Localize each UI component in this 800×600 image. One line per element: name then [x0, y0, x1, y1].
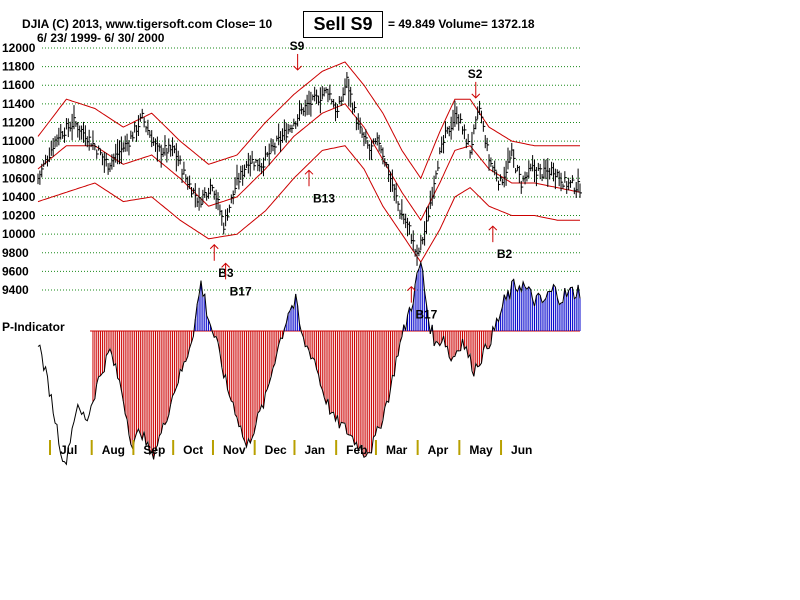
month-label: Sep	[143, 443, 165, 457]
y-tick-label: 11800	[2, 60, 35, 74]
y-tick-label: 11400	[2, 97, 35, 111]
sell-arrow-head	[293, 65, 302, 71]
p-indicator-histogram	[37, 260, 581, 466]
y-tick-label: 11600	[2, 78, 35, 92]
sell-arrow-head	[471, 93, 481, 99]
y-tick-label: 10400	[2, 190, 36, 204]
price-axis-ticks: 12000 11800 11600 11400 11200 11000 10800 10600…	[2, 41, 36, 297]
y-tick-label: 10000	[2, 227, 36, 241]
upper-band-line	[37, 61, 580, 180]
y-tick-label: 10800	[2, 153, 36, 167]
month-label: Mar	[386, 443, 408, 457]
y-tick-label: 9400	[2, 283, 29, 297]
buy-arrow-head	[304, 169, 314, 175]
signal-label: B17	[230, 284, 252, 298]
y-tick-label: 9800	[2, 246, 29, 260]
y-tick-label: 11200	[2, 115, 35, 129]
y-tick-label: 10200	[2, 209, 36, 223]
signal-label: B2	[497, 247, 513, 261]
y-tick-label: 12000	[2, 41, 36, 55]
price-bars	[37, 72, 582, 266]
y-tick-label: 10600	[2, 171, 36, 185]
month-label: Aug	[102, 443, 125, 457]
month-label: Dec	[265, 443, 287, 457]
signal-label: S9	[290, 39, 305, 53]
month-label: Feb	[346, 443, 367, 457]
indicator-line	[37, 260, 581, 466]
buy-arrow-head	[221, 262, 230, 268]
y-tick-label: 9600	[2, 264, 29, 278]
month-label: Jan	[304, 443, 325, 457]
buy-arrow-head	[209, 244, 219, 250]
month-label: Jun	[511, 443, 532, 457]
buy-arrow-head	[488, 225, 498, 231]
month-label: Jul	[60, 443, 77, 457]
y-tick-label: 11000	[2, 134, 35, 148]
signal-badge: Sell S9	[303, 11, 383, 38]
signal-label: B13	[313, 191, 335, 205]
month-label: May	[469, 443, 493, 457]
lower-band-line	[37, 145, 580, 264]
middle-band-line	[37, 103, 581, 222]
chart-header-line1b: = 49.849 Volume= 1372.18	[388, 17, 535, 31]
chart-date-range: 6/ 23/ 1999- 6/ 30/ 2000	[37, 31, 165, 45]
chart-header-line1: DJIA (C) 2013, www.tigersoft.com Close= …	[22, 17, 273, 31]
signal-label: B17	[415, 308, 437, 322]
signal-label: S2	[468, 67, 483, 81]
indicator-label: P-Indicator	[2, 320, 65, 334]
buy-arrow-head	[406, 285, 416, 292]
month-axis: Jul Aug Sep Oct Nov Dec Jan Feb Mar Apr May Jun	[49, 440, 532, 457]
bollinger-bands	[37, 61, 581, 264]
month-label: Apr	[428, 443, 449, 457]
month-label: Nov	[223, 443, 246, 457]
month-label: Oct	[183, 443, 203, 457]
